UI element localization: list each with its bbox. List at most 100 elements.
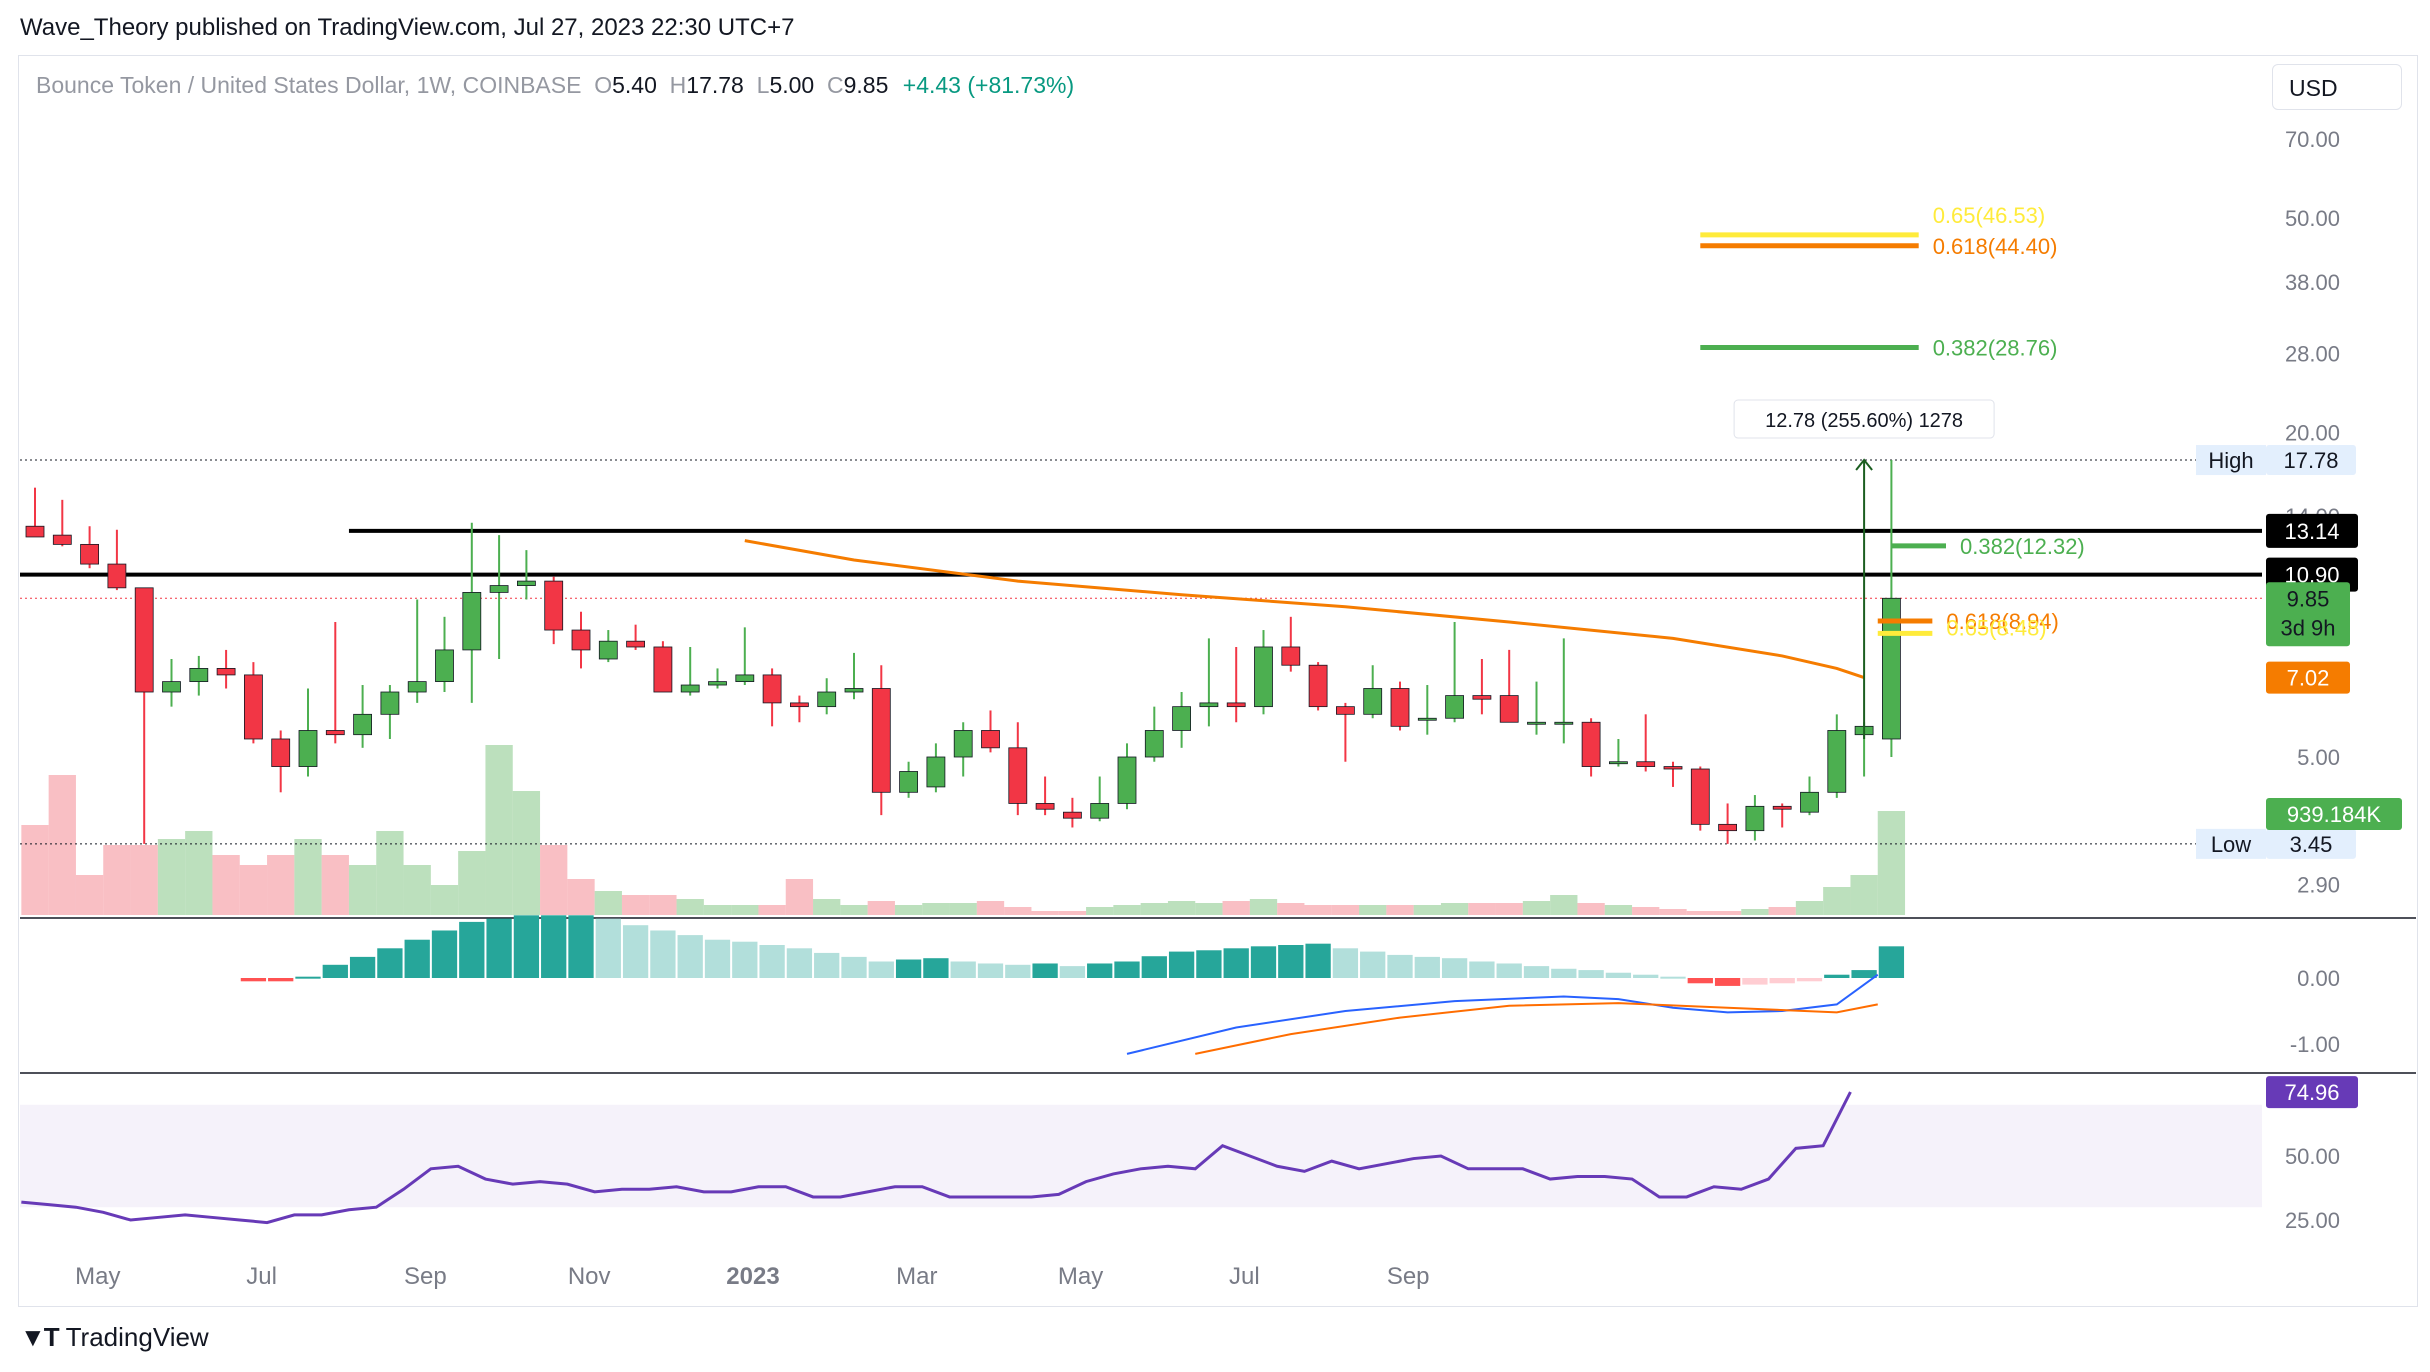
candle-body [1772, 805, 1792, 810]
volume-bar [1550, 895, 1578, 915]
macd-histogram-bar [541, 915, 567, 978]
low-label: L [756, 72, 770, 98]
volume-bar [1004, 907, 1032, 915]
last-price-badge-bg [2266, 582, 2350, 647]
macd-histogram-bar [1660, 976, 1686, 979]
price-tick-label: 2.90 [2297, 873, 2340, 898]
volume-bar [649, 895, 677, 915]
high-value-bg [2266, 445, 2356, 476]
line-13-14-badge: 13.14 [2284, 519, 2339, 544]
macd-histogram-bar [1250, 946, 1277, 978]
high-value: 17.78 [686, 72, 744, 98]
rsi-tick-label: 25.00 [2285, 1208, 2340, 1233]
close-value: 9.85 [843, 72, 889, 98]
candle-body [407, 681, 427, 693]
macd-histogram-bar [814, 952, 840, 978]
volume-bar [1222, 901, 1250, 915]
measure-arrowhead-icon [1855, 458, 1873, 471]
volume-bar [703, 905, 732, 915]
macd-histogram-bar [349, 956, 376, 978]
volume-bar [540, 845, 568, 915]
candle-body [1554, 721, 1574, 725]
macd-histogram-bar [1278, 945, 1304, 978]
fib-label: 0.618(44.40) [1933, 234, 2058, 259]
candle-body [216, 668, 236, 676]
symbol-name: Bounce Token / United States Dollar, 1W,… [36, 72, 582, 98]
volume-badge-bg [2266, 798, 2402, 830]
candle-body [1363, 688, 1383, 715]
candle-body [544, 580, 564, 631]
time-tick-label: Mar [896, 1263, 937, 1290]
volume-bar [430, 885, 459, 915]
macd-histogram-bar [950, 961, 976, 978]
volume-bar [157, 839, 186, 915]
volume-bar [1713, 911, 1742, 915]
volume-bar [1249, 899, 1278, 915]
high-label: H [669, 72, 687, 98]
candle-body [271, 738, 291, 767]
currency-button[interactable]: USD [2272, 64, 2402, 110]
candle-body [189, 668, 209, 683]
price-tick-label: 20.00 [2285, 420, 2340, 445]
macd-histogram-bar [1387, 954, 1413, 978]
time-tick-label: Nov [568, 1263, 611, 1290]
volume-bar [1031, 911, 1059, 915]
fibonacci-levels: 0.65(46.53) 0.618(44.40) 0.382(28.76) 0.382… [1700, 203, 2085, 640]
rsi-tick-label: 50.00 [2285, 1144, 2340, 1169]
low-value: 3.45 [2290, 832, 2333, 857]
rsi-band [20, 1104, 2262, 1208]
last-price-countdown: 3d 9h [2280, 615, 2335, 640]
volume-bar [785, 879, 814, 915]
volume-bar [267, 855, 295, 915]
open-label: O [594, 72, 613, 98]
candle-body [325, 730, 345, 736]
fib-label: 0.65(46.53) [1933, 203, 2046, 228]
macd-histogram-bar [1769, 978, 1795, 984]
volume-bar [1768, 907, 1796, 915]
chart-separators [20, 917, 2416, 1074]
candle-body [1690, 768, 1710, 825]
line-13-14-badge-bg [2266, 513, 2358, 548]
low-label-bg [2196, 828, 2266, 859]
high-label-bg [2196, 445, 2266, 476]
macd-signal-line [1195, 1002, 1878, 1055]
price-tick-label: 28.00 [2285, 342, 2340, 367]
volume-bar [1686, 911, 1714, 915]
volume-bar [212, 855, 240, 915]
macd-histogram-bar [868, 961, 894, 978]
volume-bar [48, 775, 76, 915]
candle-body [298, 730, 318, 767]
rsi-line [21, 1091, 1852, 1225]
candle-body [462, 592, 482, 651]
volume-bar [1440, 903, 1469, 915]
macd-histogram-bar [1114, 961, 1140, 978]
volume-bar [922, 903, 950, 915]
volume-bar [1058, 911, 1087, 915]
volume-bar [1113, 905, 1141, 915]
macd-histogram-bar [595, 918, 621, 978]
candle-body [1445, 695, 1464, 719]
volume-bar [21, 825, 49, 915]
tradingview-logo-icon: ▼T [20, 1322, 60, 1352]
rsi-value-badge: 74.96 [2284, 1080, 2339, 1105]
low-value: 5.00 [769, 72, 815, 98]
candle-body [1527, 721, 1546, 725]
macd-histogram-bar [1223, 948, 1249, 978]
macd-histogram-bar [322, 964, 348, 978]
candle-body [626, 640, 645, 648]
macd-histogram-bar [1360, 951, 1386, 978]
candle-body [926, 756, 946, 788]
high-value: 17.78 [2283, 448, 2338, 473]
ema-polyline [744, 539, 1865, 679]
candle-body [1745, 805, 1765, 832]
change-value: +4.43 (+81.73%) [902, 72, 1075, 98]
volume-bar [949, 903, 977, 915]
time-tick-label: May [75, 1263, 120, 1290]
chart-frame [18, 55, 2418, 1307]
macd-histogram-bar [895, 959, 922, 978]
candle-body [1308, 664, 1328, 708]
candle-body [953, 730, 973, 758]
macd-histogram-bar [1633, 974, 1659, 978]
